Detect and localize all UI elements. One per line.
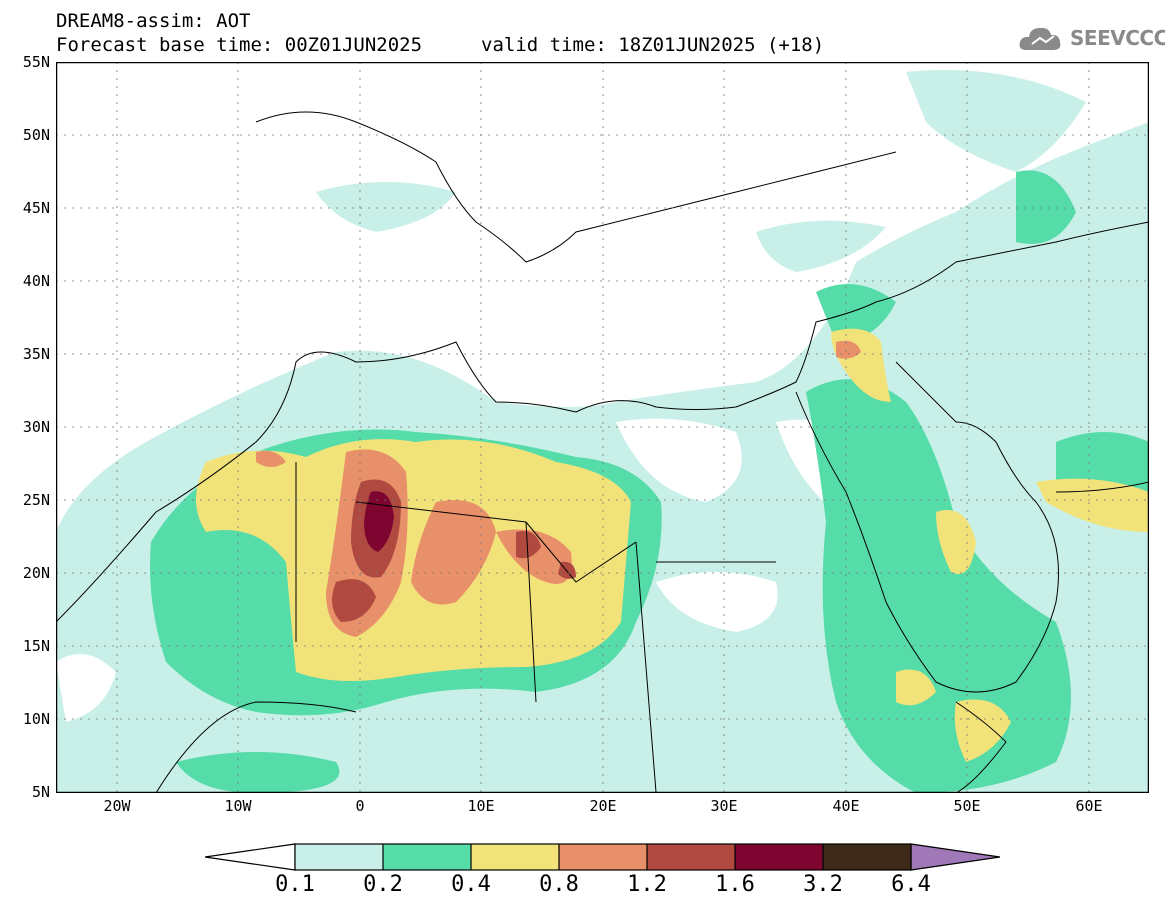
coastlines (56, 111, 1149, 793)
lat-label: 35N (22, 345, 50, 363)
logo-text: SEEVCCC (1070, 26, 1165, 50)
lon-label: 60E (1075, 797, 1103, 815)
lat-label: 5N (31, 783, 50, 801)
lon-label: 40E (832, 797, 860, 815)
map-frame (56, 62, 1149, 793)
lat-label: 55N (22, 53, 50, 71)
aot-band-1.6 (364, 491, 394, 552)
lat-label: 40N (22, 272, 50, 290)
lat-label: 30N (22, 418, 50, 436)
colorbar-swatch (471, 844, 559, 870)
colorbar-label: 0.4 (451, 872, 491, 897)
colorbar-label: 0.1 (275, 872, 315, 897)
colorbar-swatch (735, 844, 823, 870)
colorbar-label: 6.4 (891, 872, 931, 897)
valid-time: valid time: 18Z01JUN2025 (+18) (481, 34, 825, 56)
colorbar-swatch (559, 844, 647, 870)
forecast-base-time: Forecast base time: 00Z01JUN2025 (56, 34, 423, 56)
lat-label: 20N (22, 564, 50, 582)
colorbar-swatch (647, 844, 735, 870)
aot-map (56, 62, 1149, 793)
colorbar-label: 0.2 (363, 872, 403, 897)
colorbar-under-arrow (205, 843, 296, 871)
lat-label: 15N (22, 637, 50, 655)
lon-label: 50E (953, 797, 981, 815)
lon-label: 10E (467, 797, 495, 815)
cloud-icon (1019, 27, 1061, 50)
lat-label: 45N (22, 199, 50, 217)
colorbar (205, 843, 1000, 871)
colorbar-label: 1.2 (627, 872, 667, 897)
colorbar-label: 3.2 (803, 872, 843, 897)
colorbar-swatch (295, 844, 383, 870)
lon-label: 0 (355, 797, 365, 815)
colorbar-label: 0.8 (539, 872, 579, 897)
map-grid (56, 62, 1149, 793)
colorbar-label: 1.6 (715, 872, 755, 897)
lon-label: 20W (103, 797, 131, 815)
seevccc-logo: SEEVCCC (1018, 22, 1165, 56)
lon-label: 20E (589, 797, 617, 815)
map-title: DREAM8-assim: AOT (56, 10, 251, 32)
lat-label: 50N (22, 126, 50, 144)
colorbar-swatch (823, 844, 911, 870)
lat-label: 25N (22, 491, 50, 509)
colorbar-swatch (383, 844, 471, 870)
lon-label: 30E (710, 797, 738, 815)
lat-label: 10N (22, 710, 50, 728)
lon-label: 10W (224, 797, 252, 815)
colorbar-over-arrow (911, 844, 1000, 870)
